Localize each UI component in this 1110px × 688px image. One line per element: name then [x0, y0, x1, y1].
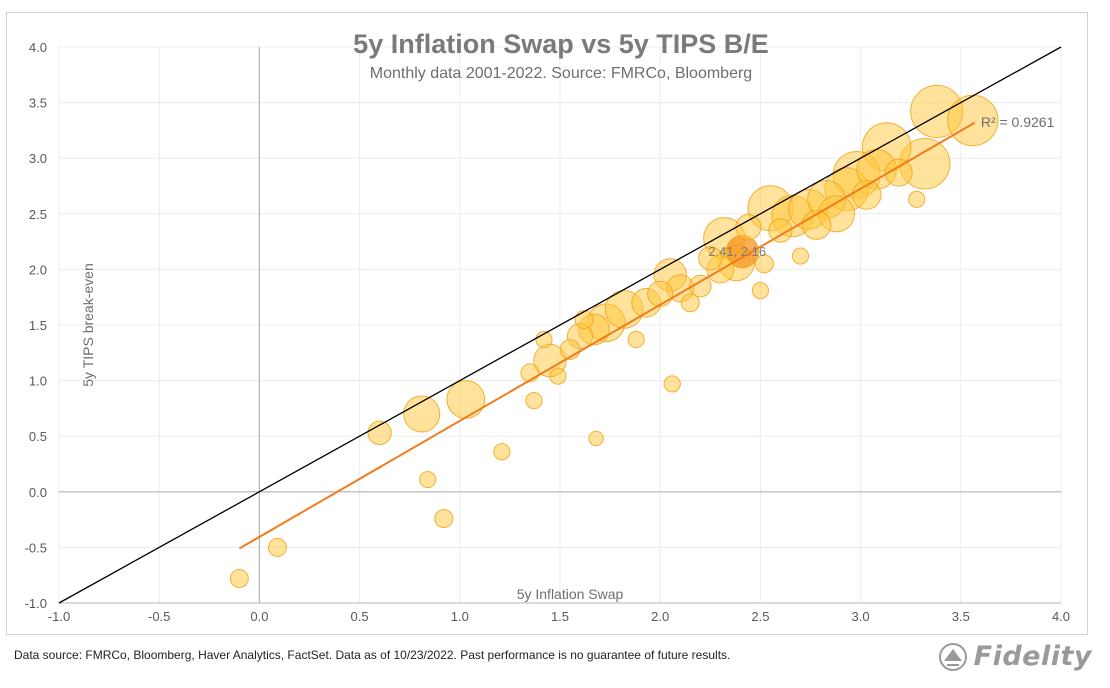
y-tick-label: 0.0	[29, 485, 47, 500]
x-tick-label: 0.5	[351, 609, 369, 624]
y-axis-label: 5y TIPS break-even	[80, 263, 96, 386]
data-point	[627, 330, 645, 349]
data-point	[908, 190, 926, 208]
x-tick-label: -1.0	[48, 609, 70, 624]
chart-frame: -1.0 -0.5 0.0 0.5 1.0 1.5 2.0 2.5 3.0 3.5 4.0 -1.0 -…	[6, 12, 1088, 635]
y-tick-label: 1.0	[29, 374, 47, 389]
data-point	[751, 281, 770, 300]
data-point	[680, 293, 700, 313]
data-point	[768, 218, 793, 243]
data-point	[884, 158, 913, 187]
x-axis-label: 5y Inflation Swap	[517, 586, 624, 602]
x-tick-label: -0.5	[148, 609, 170, 624]
x-tick-label: 4.0	[1052, 609, 1070, 624]
y-tick-label: 3.5	[29, 96, 47, 111]
x-tick-label: 1.0	[451, 609, 469, 624]
data-point	[229, 569, 249, 589]
x-tick-label: 2.0	[651, 609, 669, 624]
data-point	[735, 214, 762, 241]
data-points	[229, 84, 999, 589]
data-point	[851, 179, 882, 210]
logo-wordmark: Fidelity	[973, 641, 1092, 672]
y-tick-label: 1.5	[29, 318, 47, 333]
data-point	[446, 380, 486, 419]
fit-lines	[58, 46, 1062, 604]
data-point	[403, 395, 441, 433]
chart-subtitle: Monthly data 2001-2022. Source: FMRCo, B…	[370, 65, 752, 82]
data-point	[434, 508, 454, 528]
y-tick-label: 4.0	[29, 40, 47, 55]
data-point	[549, 367, 567, 385]
y-tick-label: 2.0	[29, 262, 47, 277]
data-point	[525, 392, 543, 410]
fidelity-logo: Fidelity	[938, 641, 1092, 672]
data-point	[493, 443, 511, 461]
x-tick-label: 1.5	[551, 609, 569, 624]
trendline-r-squared-label: R² = 0.9261	[981, 114, 1055, 130]
tick-labels: -1.0 -0.5 0.0 0.5 1.0 1.5 2.0 2.5 3.0 3.5 4.0 -1.0 -…	[25, 40, 1070, 624]
trendline	[238, 121, 976, 550]
data-point	[367, 420, 392, 446]
data-point	[574, 309, 594, 329]
x-tick-label: 2.5	[751, 609, 769, 624]
data-point	[647, 280, 674, 307]
data-point	[419, 470, 437, 489]
x-tick-label: 3.5	[952, 609, 970, 624]
data-point	[267, 537, 287, 557]
chart-title: 5y Inflation Swap vs 5y TIPS B/E	[353, 29, 769, 59]
y-tick-label: 3.0	[29, 151, 47, 166]
data-point	[688, 274, 712, 298]
y-tick-label: -0.5	[25, 540, 47, 555]
data-point	[588, 430, 604, 447]
fidelity-pyramid-icon	[938, 642, 967, 671]
y-tick-label: 2.5	[29, 207, 47, 222]
data-point	[698, 246, 723, 271]
y-tick-label: 0.5	[29, 429, 47, 444]
x-tick-label: 0.0	[250, 609, 268, 624]
data-point	[754, 254, 774, 274]
y-tick-label: -1.0	[25, 596, 47, 611]
reference-line	[58, 46, 1062, 604]
point-annotation: 2.41, 2.16	[708, 244, 766, 259]
axes	[59, 47, 1061, 604]
footer-disclaimer: Data source: FMRCo, Bloomberg, Haver Ana…	[14, 648, 731, 662]
scatter-chart: -1.0 -0.5 0.0 0.5 1.0 1.5 2.0 2.5 3.0 3.5 4.0 -1.0 -…	[25, 29, 1070, 624]
data-point	[791, 247, 810, 265]
x-tick-label: 3.0	[852, 609, 870, 624]
data-point	[663, 375, 681, 393]
